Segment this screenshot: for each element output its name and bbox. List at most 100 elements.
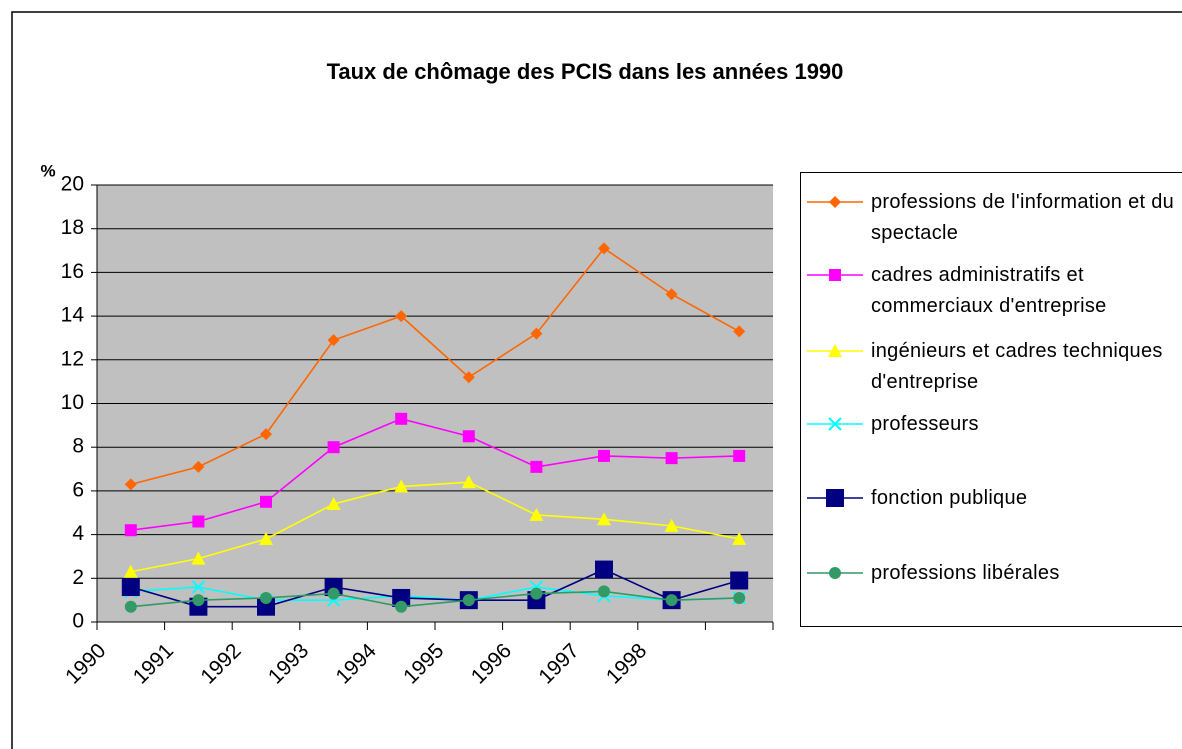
legend-label: cadres administratifs et commerciaux d'e… (871, 264, 1107, 317)
line (130, 481, 740, 573)
y-tick-label: 4 (72, 522, 84, 545)
marker (192, 594, 205, 607)
marker (461, 475, 476, 489)
marker (392, 588, 411, 607)
y-tick-label: 8 (72, 435, 84, 458)
series (124, 585, 746, 613)
marker (395, 310, 408, 323)
marker (826, 489, 844, 507)
series (124, 242, 746, 491)
marker (260, 495, 272, 508)
x-tick-label: 1997 (534, 639, 583, 688)
y-tick-label: 2 (72, 566, 84, 589)
marker (829, 567, 841, 579)
y-tick-label: 6 (72, 478, 84, 501)
line (130, 586, 740, 601)
marker (733, 325, 746, 338)
y-tick-label: 16 (61, 260, 84, 283)
chart-title: Taux de chômage des PCIS dans les années… (327, 59, 844, 84)
marker (829, 196, 841, 208)
y-tick-label: 20 (61, 173, 84, 196)
legend: professions de l'information et du spect… (800, 172, 1182, 627)
marker (595, 560, 613, 579)
x-tick-label: 1992 (196, 639, 245, 688)
marker (530, 327, 543, 340)
marker (327, 334, 340, 347)
x-tick-label: 1990 (61, 639, 110, 688)
marker (732, 531, 747, 545)
line (130, 568, 740, 608)
marker (828, 417, 842, 431)
marker (124, 524, 137, 537)
marker (529, 507, 544, 521)
series (121, 560, 749, 616)
marker (462, 594, 475, 607)
marker (192, 460, 205, 473)
marker (462, 371, 475, 384)
y-tick-label: 18 (61, 216, 84, 239)
legend-swatch (807, 269, 863, 281)
marker (733, 449, 746, 462)
marker (327, 441, 340, 454)
marker (828, 344, 842, 357)
legend-swatch (807, 417, 863, 431)
legend-swatch (807, 489, 863, 507)
marker (257, 597, 275, 616)
marker (665, 452, 678, 465)
x-tick-label: 1995 (399, 639, 448, 688)
marker (191, 580, 206, 594)
marker (829, 269, 841, 281)
marker (123, 564, 138, 578)
marker (665, 594, 678, 607)
marker (530, 460, 543, 473)
y-tick-label: 14 (61, 304, 85, 327)
y-tick-label: 12 (61, 347, 84, 370)
legend-label: professions de l'information et du spect… (871, 191, 1175, 244)
chart-frame (11, 11, 1182, 749)
legend-swatch (807, 196, 863, 208)
series (123, 475, 747, 578)
marker (124, 600, 137, 613)
legend-label: fonction publique (871, 487, 1028, 509)
marker (598, 585, 610, 598)
marker (730, 571, 749, 590)
marker (260, 591, 272, 604)
y-axis-label: % (40, 161, 55, 180)
y-tick-label: 10 (61, 391, 84, 414)
marker (733, 591, 746, 604)
y-tick-label: 0 (72, 610, 84, 633)
marker (191, 551, 206, 565)
legend-label: professeurs (871, 413, 979, 435)
marker (259, 531, 273, 545)
x-tick-label: 1991 (129, 639, 178, 688)
x-tick-label: 1998 (602, 639, 651, 688)
line (130, 247, 740, 486)
marker (260, 428, 272, 441)
marker (530, 587, 543, 600)
marker (327, 587, 340, 600)
legend-label: ingénieurs et cadres techniques d'entrep… (871, 340, 1163, 393)
marker (598, 449, 610, 462)
marker (664, 518, 679, 532)
marker (462, 430, 475, 443)
series (124, 412, 746, 537)
marker (597, 512, 611, 526)
x-tick-label: 1993 (264, 639, 313, 688)
legend-swatch (807, 567, 863, 579)
marker (395, 600, 408, 613)
marker (665, 288, 678, 301)
line (130, 417, 740, 532)
marker (326, 497, 341, 511)
marker (121, 578, 140, 597)
marker (124, 478, 137, 491)
line (130, 590, 740, 608)
legend-swatch (807, 344, 863, 357)
marker (192, 515, 205, 528)
marker (395, 412, 408, 425)
x-tick-label: 1996 (467, 639, 516, 688)
legend-label: professions libérales (871, 562, 1060, 584)
marker (394, 479, 409, 493)
marker (598, 242, 610, 255)
x-tick-label: 1994 (332, 639, 382, 689)
